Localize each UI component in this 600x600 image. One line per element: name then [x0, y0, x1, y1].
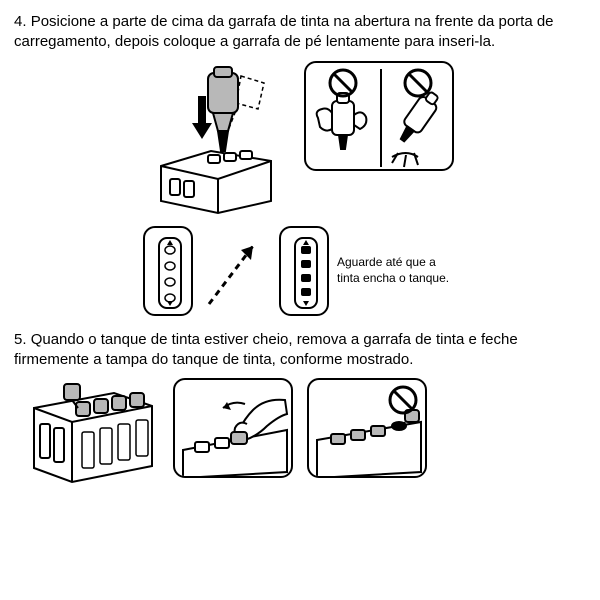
step-4-number: 4. [14, 13, 27, 30]
step-5-number: 5. [14, 331, 27, 348]
prohibit-panels [304, 61, 454, 171]
step-4-body: Posicione a parte de cima da garrafa de … [14, 13, 554, 50]
step-5-body: Quando o tanque de tinta estiver cheio, … [14, 331, 518, 368]
close-cap-svg [175, 380, 293, 478]
step-4-row-1 [14, 61, 586, 216]
step-5-row [14, 378, 586, 488]
level-empty-svg [145, 228, 193, 316]
open-cap-prohibit-panel [307, 378, 427, 478]
step-5-diagrams [14, 378, 586, 488]
step-4-text: 4. Posicione a parte de cima da garrafa … [14, 12, 586, 53]
tank-caps-illustration [24, 378, 159, 488]
wait-caption: Aguarde até que a tinta encha o tanque. [337, 255, 457, 286]
level-empty-panel [143, 226, 193, 316]
step-4-diagrams: Aguarde até que a tinta encha o tanque. [14, 61, 586, 316]
close-cap-panel [173, 378, 293, 478]
fill-arrow [201, 226, 271, 316]
prohibit-panels-svg [306, 63, 454, 171]
step-5-text: 5. Quando o tanque de tinta estiver chei… [14, 330, 586, 371]
level-full-panel [279, 226, 329, 316]
step-4-row-2: Aguarde até que a tinta encha o tanque. [14, 226, 586, 316]
level-full-svg [281, 228, 329, 316]
open-cap-prohibit-svg [309, 380, 427, 478]
bottle-insert-illustration [146, 61, 296, 216]
